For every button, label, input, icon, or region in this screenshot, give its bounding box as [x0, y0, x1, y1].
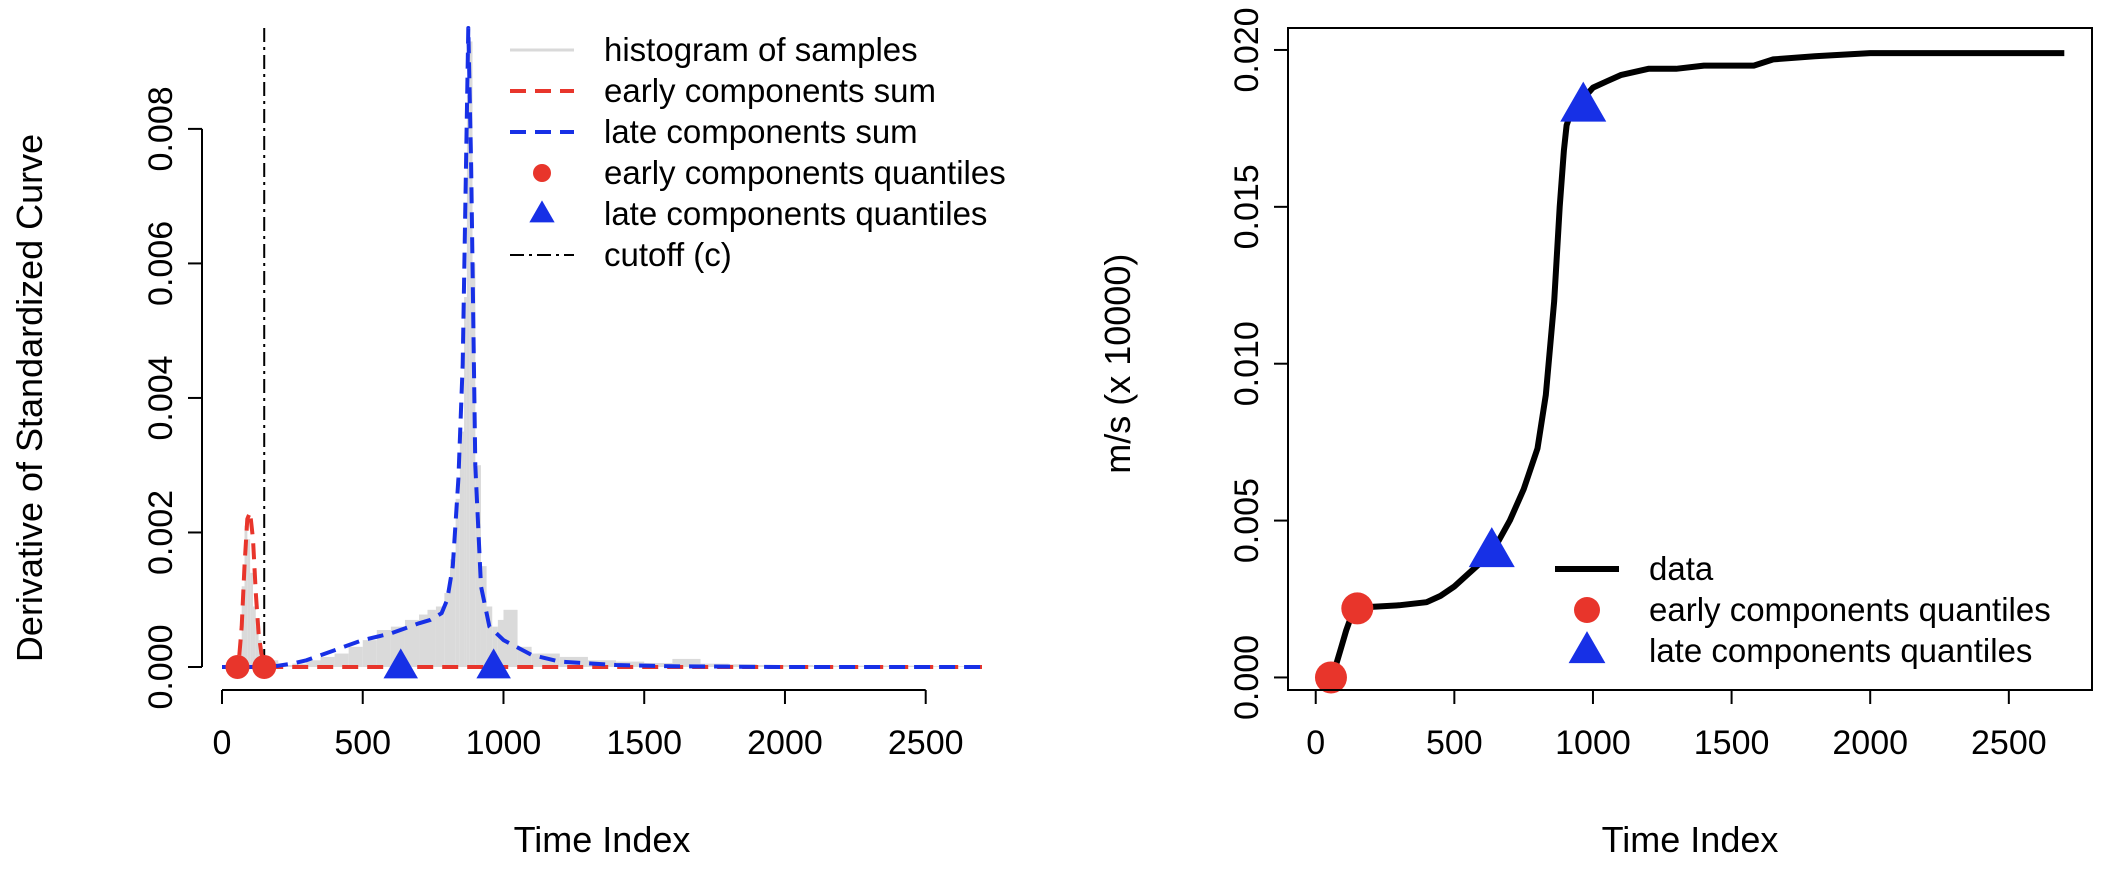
histogram-bar — [362, 640, 377, 667]
legend-circle-key — [1574, 597, 1600, 623]
histogram-bar — [306, 660, 321, 667]
legend-label: early components quantiles — [604, 154, 1006, 191]
x-axis-title: Time Index — [1602, 819, 1779, 860]
x-tick-label: 0 — [1306, 724, 1325, 762]
histogram-bar — [644, 662, 673, 667]
late-quantile-point — [1560, 81, 1607, 122]
x-tick-label: 1500 — [1694, 724, 1770, 762]
y-tick-label: 0.002 — [142, 490, 180, 575]
early-quantile-point — [1314, 661, 1347, 694]
early-quantile-point — [252, 655, 277, 679]
histogram-bar — [869, 665, 898, 667]
histogram-bar — [492, 626, 498, 667]
x-tick-label: 2000 — [747, 724, 823, 762]
y-tick-label: 0.000 — [1228, 635, 1266, 720]
legend: histogram of samples early components sum… — [510, 31, 1006, 273]
histogram-bar — [616, 661, 645, 667]
legend-triangle-key — [529, 200, 555, 223]
legend-label: early components sum — [604, 72, 936, 109]
histogram-bar — [444, 593, 450, 667]
histogram-bar — [480, 566, 487, 667]
x-tick-label: 1000 — [466, 724, 542, 762]
early-components-sum-line — [222, 510, 982, 669]
histogram-bar — [348, 646, 363, 667]
histogram-bar — [486, 606, 493, 667]
late-quantile-point — [1468, 527, 1515, 568]
histogram-bar — [244, 525, 248, 667]
legend-label: late components sum — [604, 113, 918, 150]
y-tick-label: 0.008 — [142, 86, 180, 171]
legend-label: data — [1649, 550, 1714, 587]
x-tick-label: 500 — [1426, 724, 1483, 762]
legend: data early components quantiles late compo… — [1555, 550, 2051, 669]
x-tick-label: 1500 — [606, 724, 682, 762]
legend-label: histogram of samples — [604, 31, 918, 68]
x-tick-label: 2500 — [888, 724, 964, 762]
late-quantile-point — [383, 648, 418, 679]
x-tick-label: 2000 — [1832, 724, 1908, 762]
y-tick-label: 0.015 — [1228, 164, 1266, 249]
histogram-bar — [464, 297, 467, 667]
histogram-bar — [419, 614, 428, 667]
y-tick-label: 0.005 — [1228, 478, 1266, 563]
y-tick-label: 0.010 — [1228, 321, 1266, 406]
y-tick-label: 0.000 — [142, 624, 180, 709]
axes: 0 500 1000 1500 2000 2500 0.000 0.002 0.004 0.006… — [142, 86, 964, 762]
late-quantile-point — [476, 648, 511, 679]
histogram-bar — [250, 572, 253, 667]
histogram-bar — [252, 606, 256, 667]
legend-label: late components quantiles — [1649, 632, 2032, 669]
histogram-bar — [247, 539, 251, 667]
histogram-bar — [320, 656, 335, 667]
x-axis-title: Time Index — [514, 819, 691, 860]
left-panel: 0 500 1000 1500 2000 2500 0.000 0.002 0.004 0.006… — [9, 26, 1006, 860]
histogram-bar — [469, 41, 473, 667]
histogram-bar — [466, 95, 470, 667]
axes: 0 500 1000 1500 2000 2500 0.000 0.005 0.010 0.015… — [1228, 7, 2093, 762]
histogram-bar — [450, 559, 456, 667]
histogram-bar — [503, 609, 518, 667]
legend-triangle-key — [1568, 631, 1606, 664]
x-tick-label: 0 — [213, 724, 232, 762]
histogram-bar — [672, 658, 701, 667]
histogram-bar — [427, 609, 436, 667]
y-tick-label: 0.020 — [1228, 7, 1266, 92]
y-axis-title: Derivative of Standardized Curve — [9, 134, 50, 662]
y-tick-label: 0.006 — [142, 221, 180, 306]
x-tick-label: 1000 — [1555, 724, 1631, 762]
histogram-bar — [459, 431, 465, 667]
y-axis-title: m/s (x 10000) — [1097, 254, 1138, 474]
early-quantile-point — [1341, 592, 1374, 625]
early-quantile-point — [225, 655, 250, 679]
legend-circle-key — [533, 164, 551, 182]
legend-label: late components quantiles — [604, 195, 987, 232]
legend-label: early components quantiles — [1649, 591, 2051, 628]
y-tick-label: 0.004 — [142, 355, 180, 440]
late-components-sum-line — [222, 26, 982, 669]
legend-label: cutoff (c) — [604, 236, 732, 273]
histogram-bar — [897, 665, 926, 667]
histogram-bar — [404, 619, 420, 667]
histogram-bar — [497, 619, 504, 667]
histogram-bar — [255, 626, 259, 667]
right-panel: 0 500 1000 1500 2000 2500 0.000 0.005 0.010 0.015… — [1097, 7, 2093, 860]
x-tick-label: 2500 — [1971, 724, 2047, 762]
data-line — [1328, 50, 2065, 679]
histogram-bar — [435, 606, 445, 667]
histogram-bar — [334, 653, 349, 667]
x-tick-label: 500 — [334, 724, 391, 762]
histogram-bar — [376, 630, 391, 667]
histogram-bar — [455, 498, 460, 667]
